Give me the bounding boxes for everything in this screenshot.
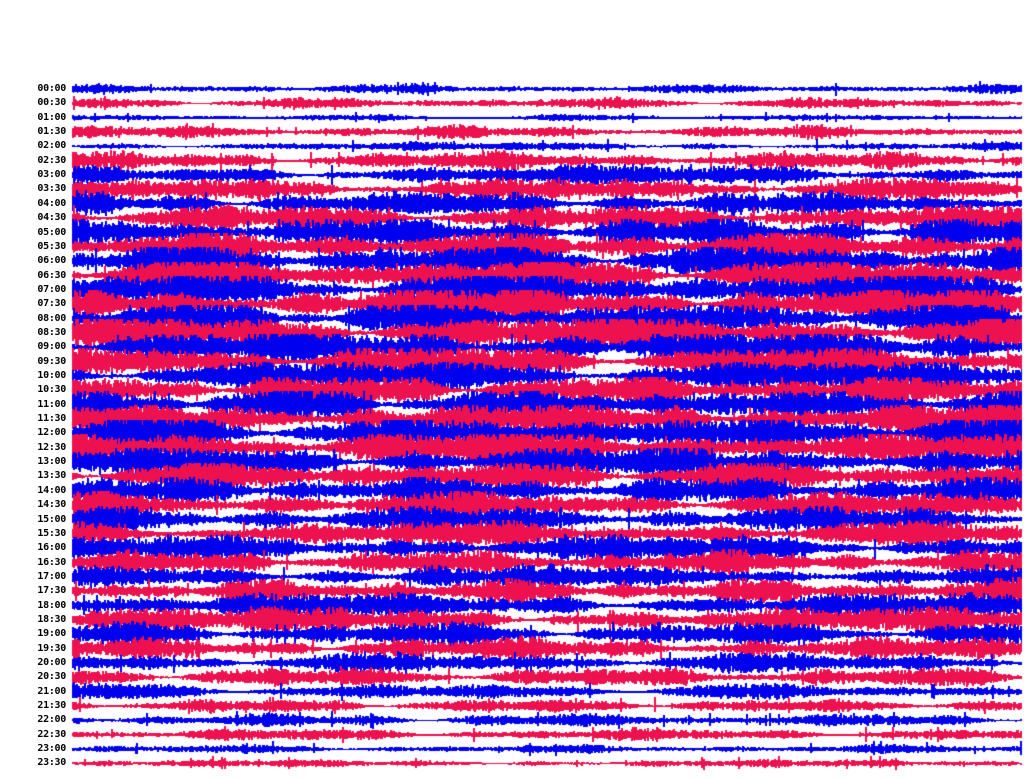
time-axis-tick: 20:00 — [37, 657, 66, 668]
time-axis-tick: 22:00 — [37, 714, 66, 726]
time-axis-tick: 23:30 — [37, 757, 66, 769]
time-axis-tick: 00:30 — [37, 97, 66, 109]
time-axis-tick: 06:00 — [37, 255, 66, 267]
time-axis-tick: 18:00 — [37, 599, 66, 611]
time-axis-tick: 21:00 — [37, 685, 66, 697]
time-axis-tick: 09:00 — [37, 341, 66, 353]
time-axis-tick: 14:30 — [37, 499, 66, 511]
time-axis-tick: 06:30 — [37, 269, 66, 281]
time-axis-tick: 14:00 — [37, 484, 66, 496]
time-axis: 00:00 00:30 01:00 01:30 02:00 02:30 03:00 03:30… — [0, 0, 72, 780]
time-axis-tick: 15:30 — [37, 527, 66, 539]
time-axis-tick: 23:00 — [37, 743, 66, 755]
time-axis-tick: 22:30 — [37, 728, 66, 740]
time-axis-tick: 07:30 — [37, 298, 66, 310]
time-axis-tick: 15:00 — [37, 513, 66, 525]
time-axis-tick: 03:30 — [37, 183, 66, 195]
time-axis-tick: 18:30 — [37, 613, 66, 625]
time-axis-tick: 04:30 — [37, 212, 66, 224]
time-axis-tick: 19:00 — [37, 628, 66, 640]
time-axis-tick: 08:00 — [37, 312, 66, 324]
time-axis-tick: 19:30 — [37, 642, 66, 654]
time-axis-tick: 05:30 — [37, 240, 66, 252]
time-axis-tick: 21:30 — [37, 700, 66, 712]
time-axis-tick: 13:30 — [37, 470, 66, 482]
time-axis-tick: 10:00 — [37, 370, 66, 381]
time-axis-tick: 05:00 — [37, 226, 66, 238]
time-axis-tick: 12:30 — [37, 441, 66, 453]
time-axis-tick: 16:30 — [37, 556, 66, 568]
time-axis-tick: 00:00 — [37, 83, 66, 94]
time-axis-tick: 09:30 — [37, 355, 66, 367]
time-axis-tick: 03:00 — [37, 169, 66, 181]
time-axis-tick: 01:00 — [37, 111, 66, 123]
time-axis-tick: 01:30 — [37, 126, 66, 138]
time-axis-tick: 17:00 — [37, 570, 66, 582]
time-axis-tick: 02:30 — [37, 154, 66, 166]
time-axis-tick: 10:30 — [37, 384, 66, 396]
time-axis-tick: 11:30 — [37, 413, 66, 425]
time-axis-tick: 12:00 — [37, 427, 66, 439]
time-axis-tick: 07:00 — [37, 283, 66, 295]
time-axis-tick: 04:00 — [37, 197, 66, 209]
time-axis-tick: 13:00 — [37, 456, 66, 468]
time-axis-tick: 17:30 — [37, 585, 66, 597]
time-axis-tick: 02:00 — [37, 140, 66, 152]
time-axis-tick: 11:00 — [37, 398, 66, 410]
time-axis-tick: 20:30 — [37, 671, 66, 683]
time-axis-tick: 08:30 — [37, 326, 66, 338]
time-axis-tick: 16:00 — [37, 542, 66, 554]
